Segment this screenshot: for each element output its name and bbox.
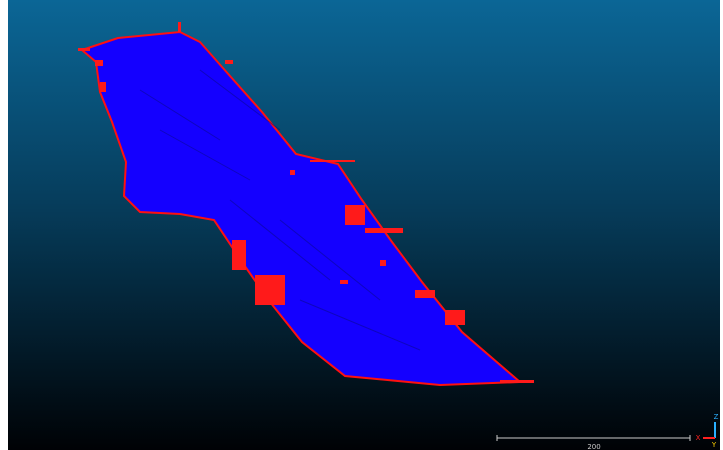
y-axis-label: Y bbox=[711, 441, 717, 449]
x-axis-label: X bbox=[696, 434, 701, 442]
page: {"scale_bar": {"label": "200"}, "axes": … bbox=[0, 0, 723, 450]
viewport: 200 Z X Y bbox=[0, 0, 723, 450]
scale-bar-label: 200 bbox=[587, 443, 600, 450]
z-axis-label: Z bbox=[714, 413, 719, 421]
